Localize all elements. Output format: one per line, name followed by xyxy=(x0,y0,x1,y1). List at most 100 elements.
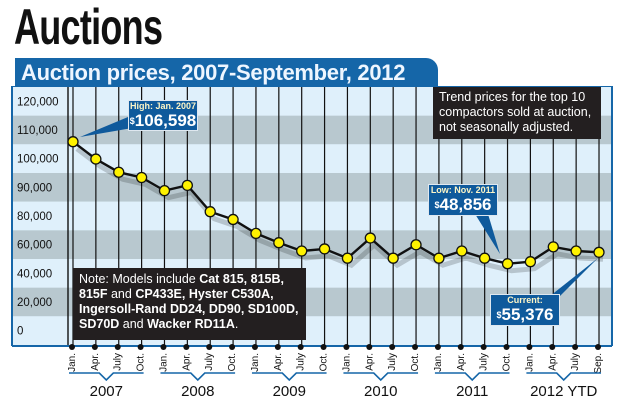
current-pointer xyxy=(545,258,598,300)
x-tick-label: Jan. xyxy=(158,353,169,372)
data-point xyxy=(593,246,605,258)
year-label: 2011 xyxy=(456,383,488,400)
data-point xyxy=(433,252,445,264)
currency-symbol: $ xyxy=(434,200,440,210)
y-tick-label: 0 xyxy=(17,326,23,338)
year-bracket xyxy=(160,372,236,382)
note-segment: Note: Models include xyxy=(79,272,200,286)
note-segment: . xyxy=(234,317,239,331)
note-segment: Wacker RD11A xyxy=(147,317,235,331)
data-point xyxy=(158,184,171,197)
x-tick xyxy=(480,344,487,350)
x-tick-label: Jan. xyxy=(250,353,261,372)
x-tick xyxy=(297,344,304,350)
year-label: 2009 xyxy=(273,383,306,400)
x-tick xyxy=(320,344,327,350)
data-point xyxy=(250,227,262,240)
x-tick xyxy=(549,344,556,350)
x-tick xyxy=(160,344,167,350)
data-point xyxy=(113,166,125,178)
x-tick-label: Oct. xyxy=(227,353,238,371)
x-tick-label: Oct. xyxy=(502,353,513,371)
grid-band xyxy=(13,230,611,259)
year-label: 2010 xyxy=(364,383,397,400)
page-title: Auctions xyxy=(14,0,163,55)
x-tick xyxy=(389,344,396,350)
x-tick-label: Jan. xyxy=(524,353,535,372)
x-tick xyxy=(114,344,121,350)
x-tick xyxy=(206,344,213,350)
year-bracket xyxy=(526,372,602,382)
data-point xyxy=(479,252,491,264)
year-label: 2007 xyxy=(90,383,123,400)
grid-band xyxy=(13,201,611,231)
high-label: High: Jan. 2007 xyxy=(129,101,197,111)
year-bracket xyxy=(343,372,419,382)
x-tick-label: Apr. xyxy=(273,353,284,371)
x-tick xyxy=(137,344,144,350)
x-tick xyxy=(526,344,533,350)
x-tick xyxy=(183,344,190,350)
note-segment: and xyxy=(107,287,136,301)
data-point xyxy=(204,206,216,218)
year-bracket xyxy=(251,372,327,382)
data-point xyxy=(135,171,148,184)
data-point xyxy=(456,245,468,257)
x-tick-label: Oct. xyxy=(410,353,421,371)
x-tick xyxy=(251,344,258,350)
x-tick xyxy=(229,344,236,350)
high-value: 106,598 xyxy=(134,111,197,130)
x-tick-label: Oct. xyxy=(319,353,330,371)
trend-note: Trend prices for the top 10 compactors s… xyxy=(433,87,601,139)
x-tick-label: July xyxy=(113,353,124,371)
data-point xyxy=(547,241,559,253)
y-tick-label: 120,000 xyxy=(17,96,59,108)
x-tick xyxy=(69,344,75,350)
x-tick xyxy=(343,344,350,350)
grid-band xyxy=(13,173,611,202)
x-tick-label: Oct. xyxy=(136,353,147,371)
current-callout: Current: $55,376 xyxy=(490,294,560,326)
data-point xyxy=(387,252,399,264)
x-tick xyxy=(434,344,441,350)
x-tick-label: July xyxy=(204,353,215,371)
low-value: 48,856 xyxy=(439,195,492,214)
x-tick xyxy=(572,344,579,350)
year-bracket xyxy=(69,372,144,382)
x-tick xyxy=(457,344,464,350)
x-tick-label: Apr. xyxy=(90,353,101,371)
models-note: Note: Models include Cat 815, 815B, 815F… xyxy=(73,268,306,340)
y-tick-label: 110,000 xyxy=(17,125,58,137)
x-tick-label: July xyxy=(479,353,490,371)
x-tick-label: Sep. xyxy=(593,353,604,374)
data-point xyxy=(410,239,422,251)
y-tick-label: 100,000 xyxy=(17,154,59,166)
data-point xyxy=(227,213,239,226)
data-point xyxy=(90,153,102,165)
low-label: Low: Nov. 2011 xyxy=(430,185,496,195)
data-point xyxy=(296,245,308,257)
data-point xyxy=(273,237,285,249)
data-point xyxy=(181,179,194,192)
x-tick xyxy=(503,344,510,350)
data-point xyxy=(570,245,582,257)
currency-symbol: $ xyxy=(496,310,502,320)
note-segment: and xyxy=(119,317,148,331)
year-label: 2012 YTD xyxy=(530,383,597,400)
x-tick-label: Apr. xyxy=(181,353,192,371)
y-tick-label: 80,000 xyxy=(17,211,52,223)
note-segment: CP433E, Hyster C530A, Ingersoll-Rand DD2… xyxy=(79,287,299,331)
data-point xyxy=(364,232,376,244)
x-tick-label: Apr. xyxy=(547,353,558,371)
y-tick-label: 40,000 xyxy=(17,268,52,280)
current-value: 55,376 xyxy=(501,305,554,324)
x-tick xyxy=(274,344,281,350)
x-tick xyxy=(595,344,602,350)
chart-title: Auction prices, 2007-September, 2012 xyxy=(15,58,438,87)
data-point xyxy=(501,258,514,270)
data-point xyxy=(341,252,354,264)
y-tick-label: 20,000 xyxy=(17,297,52,309)
data-point xyxy=(67,136,79,148)
low-pointer xyxy=(475,214,500,254)
low-callout: Low: Nov. 2011 $48,856 xyxy=(428,184,498,216)
